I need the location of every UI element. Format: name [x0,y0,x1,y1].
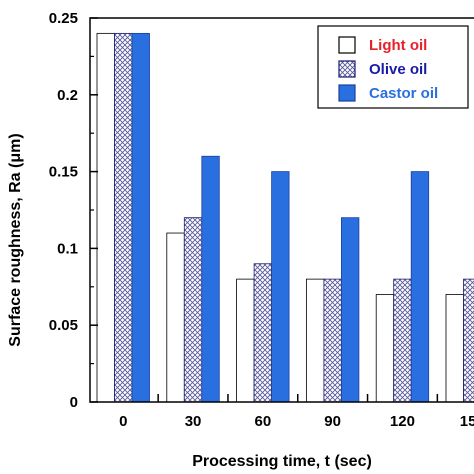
bar-olive-oil-120 [393,278,412,403]
legend-label-castor-oil: Castor oil [369,85,438,102]
y-tick-label: 0 [70,394,78,411]
bar-light-oil-60 [236,278,255,403]
bar-castor-oil-60 [271,171,290,403]
bar-castor-oil-120 [410,171,430,403]
bar-castor-oil-0 [131,32,150,403]
legend: Light oil Olive oil Castor oil [317,25,469,109]
bar-castor-oil-30 [201,155,220,403]
bar-light-oil-30 [166,232,185,403]
legend-label-olive-oil: Olive oil [369,61,427,78]
bar-light-oil-120 [375,294,395,403]
y-tick-label: 0.2 [57,87,78,104]
bar-light-oil-90 [305,278,325,403]
y-tick-label: 0.05 [49,317,78,334]
bars-group [96,32,474,403]
x-tick-label: 90 [324,413,341,430]
x-axis: 0 30 60 90 120 150 [119,394,474,430]
x-tick-label: 0 [119,413,127,430]
y-tick-label: 0.1 [57,240,78,257]
legend-swatch-light-oil [338,36,356,54]
x-tick-label: 60 [255,413,272,430]
y-tick-label: 0.15 [49,164,78,181]
bar-olive-oil-30 [183,217,203,403]
y-axis: 0 0.05 0.1 0.15 0.2 0.25 [49,10,98,411]
bar-olive-oil-150 [463,278,474,403]
y-axis-label: Surface roughness, Ra (μm) [7,133,24,346]
x-tick-label: 150 [460,413,474,430]
legend-swatch-castor-oil [338,84,356,102]
bar-olive-oil-0 [114,32,133,403]
x-axis-label: Processing time, t (sec) [192,453,372,470]
bar-light-oil-0 [96,32,115,403]
legend-label-light-oil: Light oil [369,37,427,54]
x-tick-label: 120 [390,413,415,430]
legend-swatch-olive-oil [338,60,356,78]
bar-olive-oil-60 [253,263,273,403]
y-tick-label: 0.25 [49,10,78,27]
bar-olive-oil-90 [323,278,342,403]
x-tick-label: 30 [185,413,202,430]
bar-light-oil-150 [445,294,464,403]
bar-castor-oil-90 [340,217,360,403]
